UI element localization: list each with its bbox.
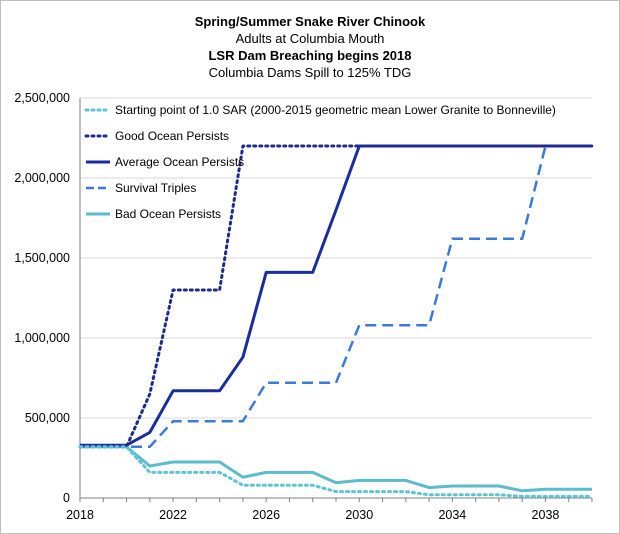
- legend-label: Average Ocean Persists: [115, 155, 244, 169]
- x-tick-label: 2030: [345, 508, 373, 522]
- y-tick-label: 0: [63, 491, 70, 505]
- chart-title: Spring/Summer Snake River Chinook: [194, 14, 426, 29]
- y-tick-label: 2,000,000: [14, 171, 70, 185]
- x-tick-label: 2018: [66, 508, 94, 522]
- series-line-3: [80, 144, 592, 449]
- legend-label: Bad Ocean Persists: [115, 207, 221, 221]
- y-tick-label: 2,500,000: [14, 91, 70, 105]
- legend-label: Survival Triples: [115, 181, 196, 195]
- y-tick-label: 500,000: [25, 411, 70, 425]
- x-tick-label: 2022: [159, 508, 187, 522]
- legend-label: Starting point of 1.0 SAR (2000-2015 geo…: [115, 103, 556, 117]
- chart-subtitle-1: Adults at Columbia Mouth: [235, 31, 385, 46]
- legend-label: Good Ocean Persists: [115, 129, 229, 143]
- series-line-0: [78, 445, 594, 498]
- x-tick-label: 2026: [252, 508, 280, 522]
- x-tick-label: 2038: [532, 508, 560, 522]
- series-line-4: [80, 445, 592, 493]
- series-line-1: [78, 144, 594, 449]
- chart-subtitle-3: Columbia Dams Spill to 125% TDG: [208, 65, 412, 80]
- y-tick-label: 1,500,000: [14, 251, 70, 265]
- x-tick-label: 2034: [438, 508, 466, 522]
- chart-subtitle-2: LSR Dam Breaching begins 2018: [208, 48, 412, 63]
- y-tick-label: 1,000,000: [14, 331, 70, 345]
- chart-titles: Spring/Summer Snake River Chinook Adults…: [60, 13, 560, 81]
